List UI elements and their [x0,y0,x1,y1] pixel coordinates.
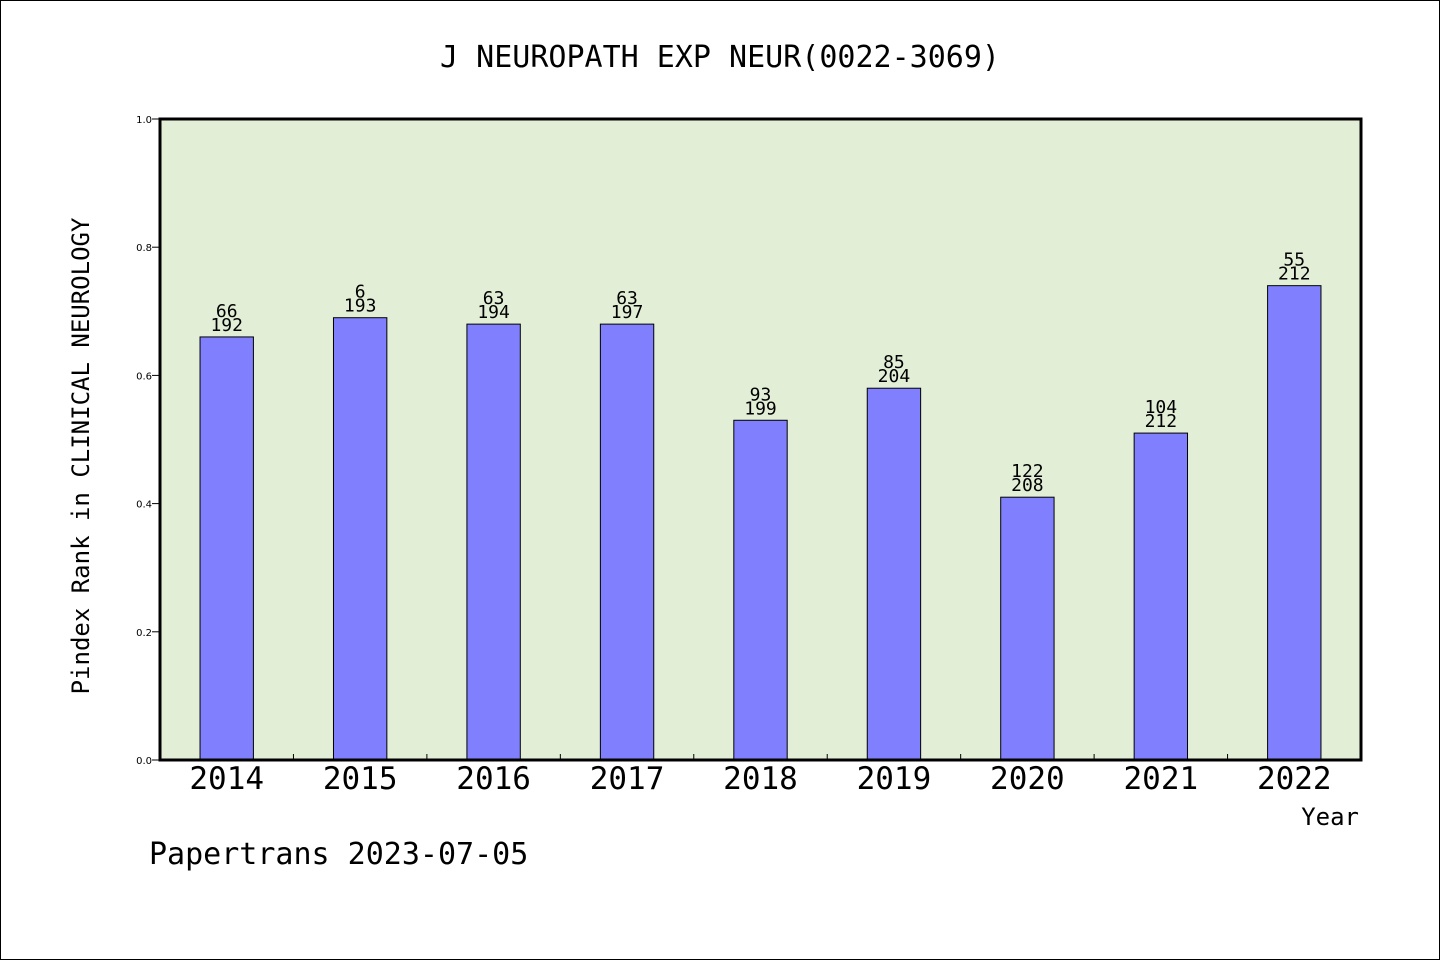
data-label-total: 194 [477,302,510,323]
y-tick-label: 0.6 [136,371,152,382]
y-tick-label: 0.8 [136,243,152,254]
bar-2019 [866,387,922,761]
data-label-rank: 85 [883,352,905,373]
x-tick-label: 2021 [1124,761,1199,797]
y-axis-ticks: 0.0 0.2 0.4 0.6 0.8 1.0 [136,115,160,767]
chart-title: J NEUROPATH EXP NEUR(0022-3069) [440,40,1000,75]
y-tick-label: 0.4 [136,500,152,511]
data-label-total: 193 [344,296,377,317]
data-label-rank: 55 [1283,250,1305,271]
bar-2021 [1133,432,1189,761]
data-label-rank: 66 [216,301,238,322]
y-tick-label: 0.2 [136,628,152,639]
footer-credit: Papertrans 2023-07-05 [149,837,528,872]
bar-2017 [599,323,655,761]
data-label-total: 212 [1278,264,1311,285]
bars [199,285,1322,761]
x-tick-label: 2015 [323,761,398,797]
bar-2014 [199,336,254,761]
data-label-rank: 93 [750,384,772,405]
bar-2022 [1267,285,1322,761]
x-tick-label: 2022 [1257,761,1332,797]
x-axis-ticks: 2014 2015 2016 2017 2018 2019 2020 2021 2022 [189,754,1332,797]
bar-2015 [332,317,388,761]
data-label-rank: 122 [1011,461,1044,482]
data-label-rank: 63 [483,288,505,309]
y-axis-label: Pindex Rank in CLINICAL NEUROLOGY [67,217,95,694]
x-axis-label: Year [1301,803,1359,831]
x-tick-label: 2016 [456,761,531,797]
data-label-total: 197 [611,302,644,323]
x-tick-label: 2020 [990,761,1065,797]
data-label-rank: 6 [355,282,366,303]
bar-2016 [466,323,521,761]
data-label-total: 199 [744,398,777,419]
y-tick-label: 1.0 [136,115,152,126]
x-tick-label: 2017 [590,761,665,797]
data-label-total: 192 [210,315,243,336]
x-tick-label: 2019 [857,761,932,797]
x-tick-label: 2014 [189,761,264,797]
data-label-total: 208 [1011,475,1044,496]
data-label-total: 212 [1145,411,1178,432]
x-tick-label: 2018 [723,761,798,797]
bar-2020 [1000,496,1055,761]
data-label-rank: 63 [616,288,638,309]
data-label-total: 204 [878,366,911,387]
y-tick-label: 0.0 [136,756,152,767]
data-label-rank: 104 [1145,397,1178,418]
bar-2018 [733,419,788,761]
plot-border [158,117,1363,762]
